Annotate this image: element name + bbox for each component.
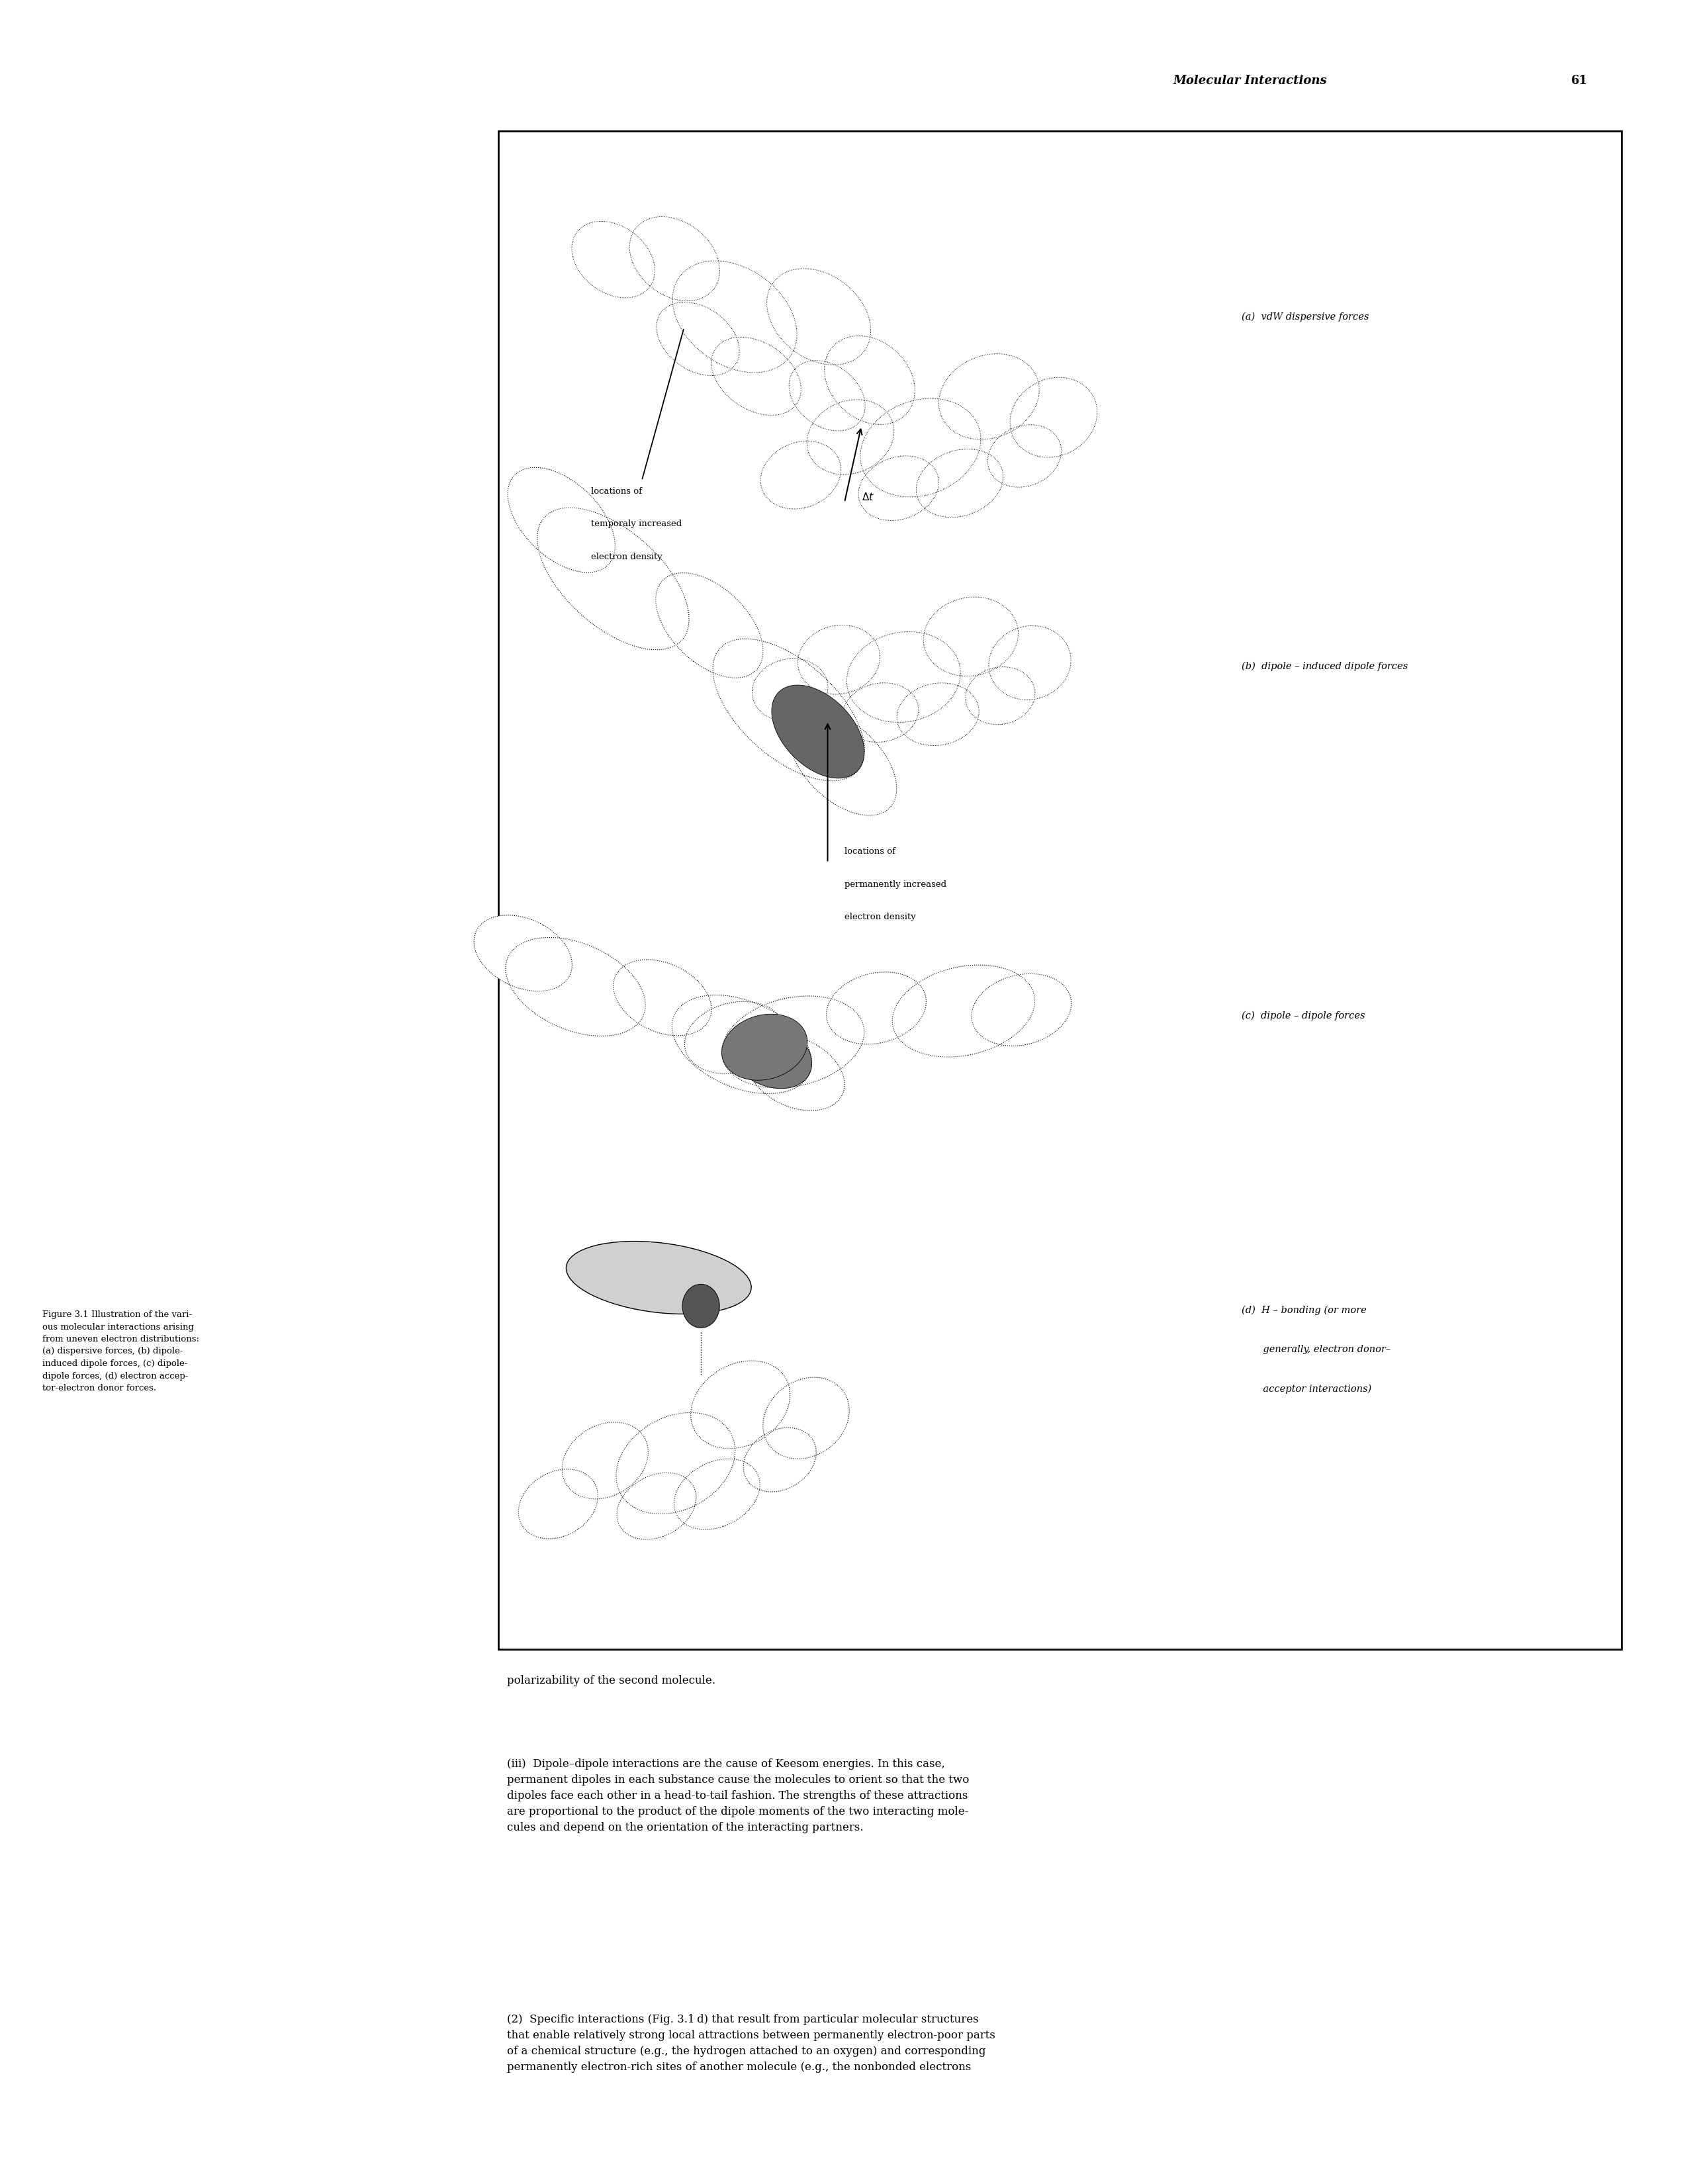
Text: permanently increased: permanently increased [844, 880, 946, 889]
Ellipse shape [630, 216, 720, 301]
Ellipse shape [682, 1284, 720, 1328]
Ellipse shape [684, 1002, 784, 1075]
Ellipse shape [824, 336, 915, 424]
Text: (2)  Specific interactions (Fig. 3.1 d) that result from particular molecular st: (2) Specific interactions (Fig. 3.1 d) t… [507, 2014, 995, 2073]
Ellipse shape [672, 260, 797, 373]
Ellipse shape [728, 1020, 812, 1088]
Text: acceptor interactions): acceptor interactions) [1241, 1385, 1371, 1393]
Ellipse shape [752, 660, 828, 721]
Ellipse shape [915, 450, 1003, 518]
Text: locations of: locations of [591, 487, 642, 496]
Text: (d)  H – bonding (or more: (d) H – bonding (or more [1241, 1306, 1366, 1315]
Ellipse shape [846, 631, 961, 723]
Text: electron density: electron density [844, 913, 915, 922]
Ellipse shape [672, 996, 812, 1094]
Ellipse shape [743, 1428, 816, 1492]
Ellipse shape [691, 1361, 790, 1448]
Text: temporaly increased: temporaly increased [591, 520, 682, 529]
Text: polarizability of the second molecule.: polarizability of the second molecule. [507, 1675, 714, 1686]
Ellipse shape [613, 959, 711, 1035]
Ellipse shape [892, 965, 1035, 1057]
Ellipse shape [657, 301, 740, 376]
Ellipse shape [988, 627, 1071, 699]
Ellipse shape [797, 625, 880, 695]
Ellipse shape [711, 336, 801, 415]
Text: locations of: locations of [844, 847, 895, 856]
Ellipse shape [807, 400, 893, 474]
Ellipse shape [789, 710, 897, 815]
Ellipse shape [1010, 378, 1098, 456]
Ellipse shape [860, 397, 981, 498]
Ellipse shape [537, 507, 689, 651]
Ellipse shape [789, 360, 865, 430]
Ellipse shape [655, 572, 763, 677]
Ellipse shape [760, 441, 841, 509]
Ellipse shape [616, 1413, 735, 1514]
Ellipse shape [505, 937, 645, 1035]
Text: (a)  vdW dispersive forces: (a) vdW dispersive forces [1241, 312, 1368, 321]
Text: generally, electron donor–: generally, electron donor– [1241, 1345, 1390, 1354]
Ellipse shape [616, 1472, 696, 1540]
Ellipse shape [939, 354, 1039, 439]
Text: $\Delta t$: $\Delta t$ [861, 491, 873, 502]
Ellipse shape [721, 996, 865, 1088]
Text: electron density: electron density [591, 553, 662, 561]
Ellipse shape [767, 269, 870, 365]
Ellipse shape [971, 974, 1071, 1046]
Text: (b)  dipole – induced dipole forces: (b) dipole – induced dipole forces [1241, 662, 1407, 670]
Ellipse shape [573, 221, 655, 297]
Ellipse shape [988, 424, 1061, 487]
Ellipse shape [519, 1470, 598, 1540]
Ellipse shape [721, 1013, 807, 1081]
Ellipse shape [924, 596, 1018, 677]
Bar [498, 131, 1621, 1649]
Ellipse shape [475, 915, 573, 992]
Text: (iii)  Dipole–dipole interactions are the cause of Keesom energies. In this case: (iii) Dipole–dipole interactions are the… [507, 1758, 969, 1832]
Ellipse shape [713, 638, 865, 782]
Text: Figure 3.1 Illustration of the vari-
ous molecular interactions arising
from une: Figure 3.1 Illustration of the vari- ous… [42, 1310, 199, 1393]
Text: Molecular Interactions: Molecular Interactions [1172, 74, 1328, 87]
Ellipse shape [858, 456, 939, 520]
Ellipse shape [772, 686, 865, 778]
Ellipse shape [508, 467, 615, 572]
Ellipse shape [897, 684, 980, 745]
Ellipse shape [566, 1241, 752, 1315]
Ellipse shape [763, 1378, 850, 1459]
Text: (c)  dipole – dipole forces: (c) dipole – dipole forces [1241, 1011, 1365, 1020]
Ellipse shape [674, 1459, 760, 1529]
Text: 61: 61 [1571, 74, 1588, 87]
Ellipse shape [826, 972, 926, 1044]
Ellipse shape [843, 684, 919, 743]
Ellipse shape [562, 1422, 649, 1498]
Ellipse shape [966, 666, 1035, 725]
Ellipse shape [747, 1035, 844, 1112]
